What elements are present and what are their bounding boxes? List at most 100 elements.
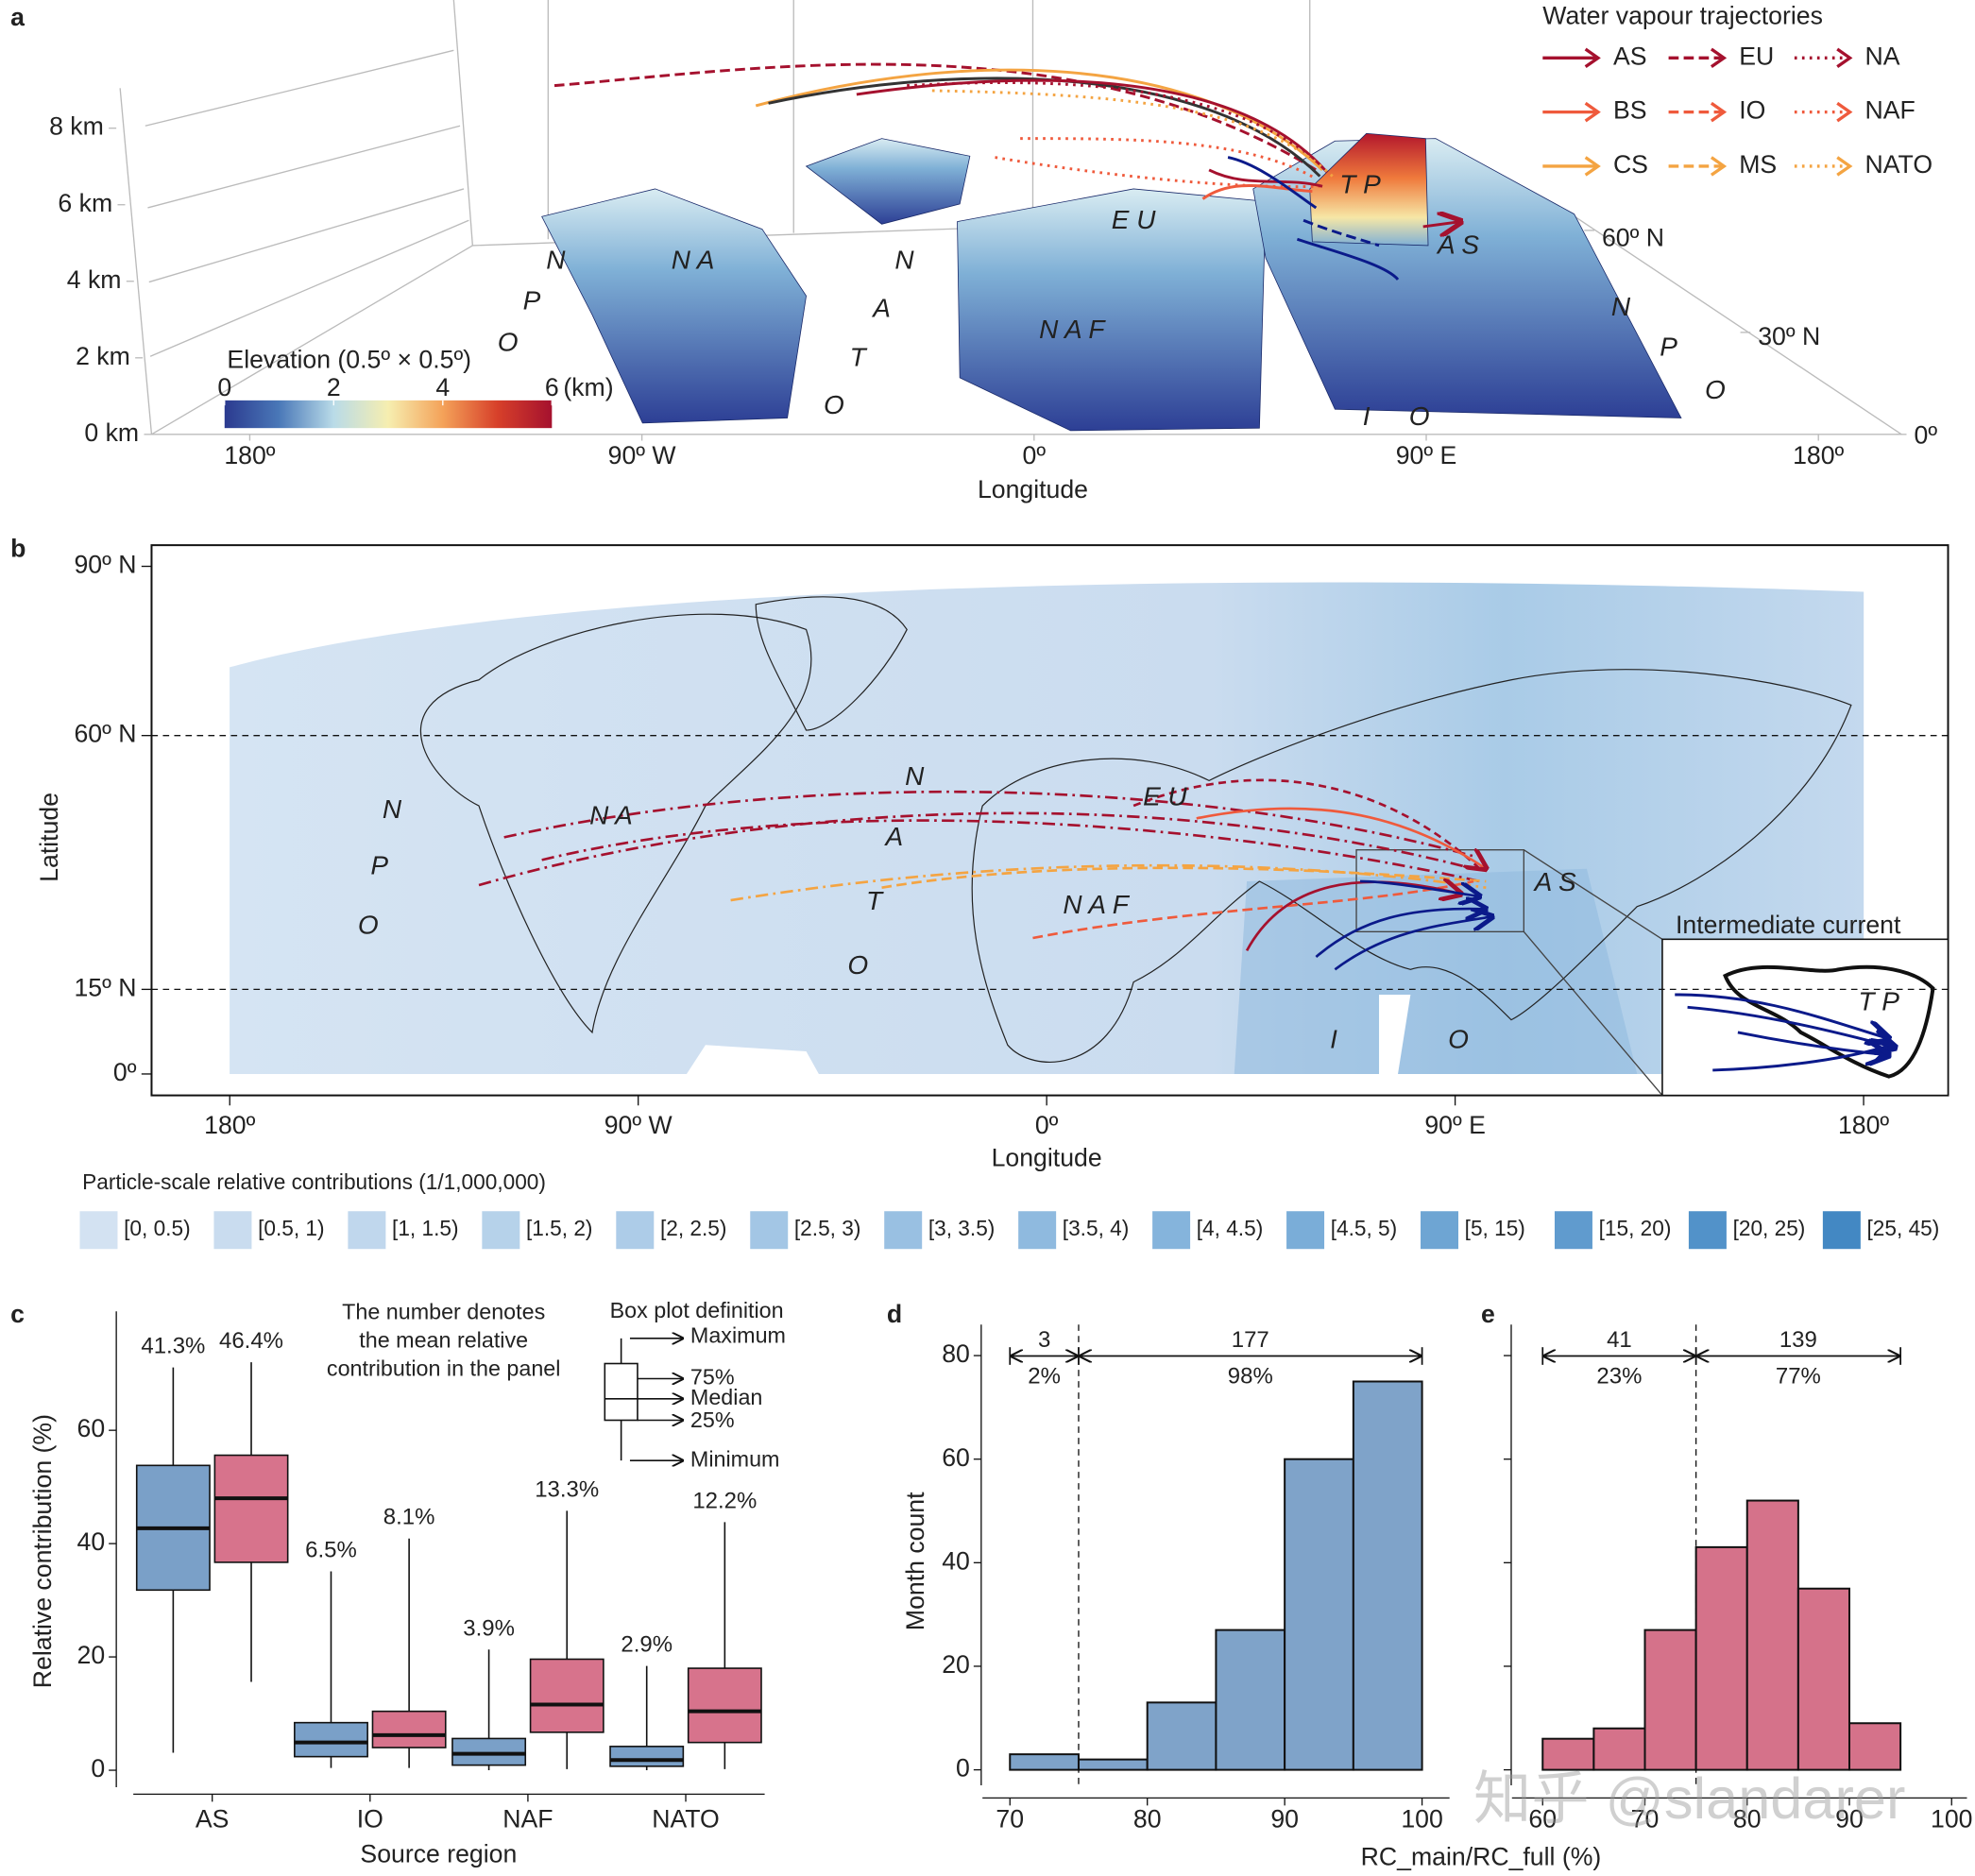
- box-definition-glyph-part: [604, 1362, 638, 1422]
- trajectories-b-part: [1360, 879, 1480, 896]
- legend-swatch: [1554, 1211, 1592, 1250]
- map-b-part-part: [971, 669, 1852, 1063]
- inset: [1661, 938, 1949, 1097]
- panel-a-frame-part: [147, 125, 461, 209]
- y-tick-label: 60: [942, 1443, 970, 1472]
- map-b-part: [686, 1045, 819, 1074]
- mean-label: 8.1%: [383, 1505, 435, 1530]
- mean-label: 46.4%: [219, 1328, 283, 1354]
- trajectories-b-part: [541, 819, 1480, 883]
- colorbar: [224, 400, 553, 429]
- bar: [1796, 1587, 1850, 1771]
- panel-label: d: [887, 1300, 902, 1328]
- legend-label: [0.5, 1): [258, 1216, 324, 1240]
- panel-a-frame-part: [452, 0, 474, 246]
- y-axis-label: Relative contribution (%): [28, 1414, 57, 1688]
- x-tick-label: 80: [1133, 1804, 1162, 1833]
- region-label: O: [824, 390, 844, 419]
- y-tick-label: 60: [77, 1414, 106, 1442]
- legend-swatch: [750, 1211, 789, 1250]
- legend-swatch: [213, 1211, 252, 1250]
- x-axis-label: Source region: [360, 1840, 517, 1868]
- mean-label: 3.9%: [463, 1615, 515, 1641]
- colorbar-tick-label: 4: [435, 373, 450, 401]
- bar: [1848, 1722, 1902, 1771]
- note: contribution in the panel: [327, 1356, 561, 1380]
- box-definition-glyph: [604, 1339, 683, 1460]
- box-definition-label: Median: [690, 1385, 762, 1409]
- mean-label: 6.5%: [305, 1538, 357, 1563]
- x-tick-label: NATO: [652, 1804, 720, 1833]
- x-tick-label: 80: [1733, 1804, 1762, 1833]
- mean-label: 2.9%: [621, 1632, 673, 1658]
- trajectories-b-part: [1245, 882, 1461, 951]
- note: the mean relative: [359, 1327, 528, 1352]
- trajectories-b-part: [730, 863, 1487, 902]
- panel-a-frame-part: [145, 49, 454, 127]
- legend-swatch: [1018, 1211, 1057, 1250]
- map-b-part: [1234, 868, 1638, 1074]
- terrain: [541, 132, 1682, 432]
- map-b-part: [1523, 930, 1663, 1097]
- watermark: 知乎 @slandarer: [1473, 1765, 1905, 1831]
- inset-part-part: [1737, 1031, 1889, 1055]
- colorbar-tick-label: 2: [327, 373, 341, 401]
- bar: [1694, 1545, 1748, 1771]
- trajectories-b-part: [503, 790, 1474, 858]
- legend-label: NATO: [1865, 150, 1933, 179]
- trajectories-a-part: [553, 62, 1318, 172]
- x-tick-label: 180º: [1838, 1111, 1889, 1139]
- x-tick-label: 0º: [1035, 1111, 1059, 1139]
- panel-label: e: [1481, 1300, 1495, 1328]
- bar: [1215, 1629, 1286, 1771]
- region-label: T P: [1858, 987, 1899, 1016]
- y-tick-label: 0º: [113, 1058, 137, 1086]
- box: [687, 1667, 762, 1744]
- legend-arrowhead: [1584, 101, 1601, 123]
- x-tick-label: 180º: [224, 441, 275, 469]
- region-label: E U: [1143, 781, 1187, 810]
- bar: [1643, 1629, 1697, 1771]
- box: [451, 1737, 527, 1766]
- lat-tick-label: 60º N: [1602, 223, 1664, 251]
- box-definition-label: 75%: [690, 1365, 735, 1390]
- inset-part: [1675, 993, 1895, 1072]
- x-axis-label: Longitude: [978, 475, 1088, 503]
- trajectories-a-part: [1422, 222, 1461, 227]
- region-label: P: [1660, 333, 1677, 362]
- z-tick-label: 4 km: [67, 265, 122, 294]
- legend-swatch: [1688, 1211, 1727, 1250]
- box: [213, 1454, 289, 1563]
- panel-label: c: [10, 1300, 25, 1328]
- inset-title: Intermediate current: [1676, 911, 1901, 939]
- y-tick-label: 40: [77, 1527, 106, 1556]
- colorbar-title: Elevation (0.5º × 0.5º): [227, 346, 471, 374]
- region-label: A S: [1436, 230, 1479, 260]
- region-label: N A: [589, 800, 633, 829]
- x-tick-label: 90: [1835, 1804, 1864, 1833]
- legend-label: [20, 25): [1733, 1216, 1806, 1240]
- map-b: [150, 544, 1949, 1097]
- box: [529, 1658, 604, 1733]
- legend-label: AS: [1613, 42, 1647, 70]
- region-label: N: [383, 794, 402, 824]
- panel-a-frame-part: [149, 219, 469, 357]
- y-tick-label: 20: [77, 1641, 106, 1669]
- legend-label: [5, 15): [1465, 1216, 1525, 1240]
- x-tick-label: 70: [1631, 1804, 1660, 1833]
- legend-label: [1.5, 2): [526, 1216, 592, 1240]
- lat-tick-label: 0º: [1915, 421, 1938, 450]
- region-label: N: [905, 761, 925, 791]
- trajectories-a-part: [1201, 184, 1313, 200]
- legend-label: NA: [1865, 42, 1900, 70]
- split-count: 177: [1232, 1327, 1269, 1353]
- region-label: N: [546, 246, 566, 275]
- trajectories-b-part: [1315, 909, 1486, 959]
- x-tick-label: 100: [1931, 1804, 1972, 1833]
- box-definition-label: Maximum: [690, 1323, 786, 1348]
- region-label: N A F: [1039, 315, 1106, 344]
- legend-label: CS: [1613, 150, 1648, 179]
- split-percent: 77%: [1776, 1364, 1821, 1390]
- legend-label: [3, 3.5): [928, 1216, 995, 1240]
